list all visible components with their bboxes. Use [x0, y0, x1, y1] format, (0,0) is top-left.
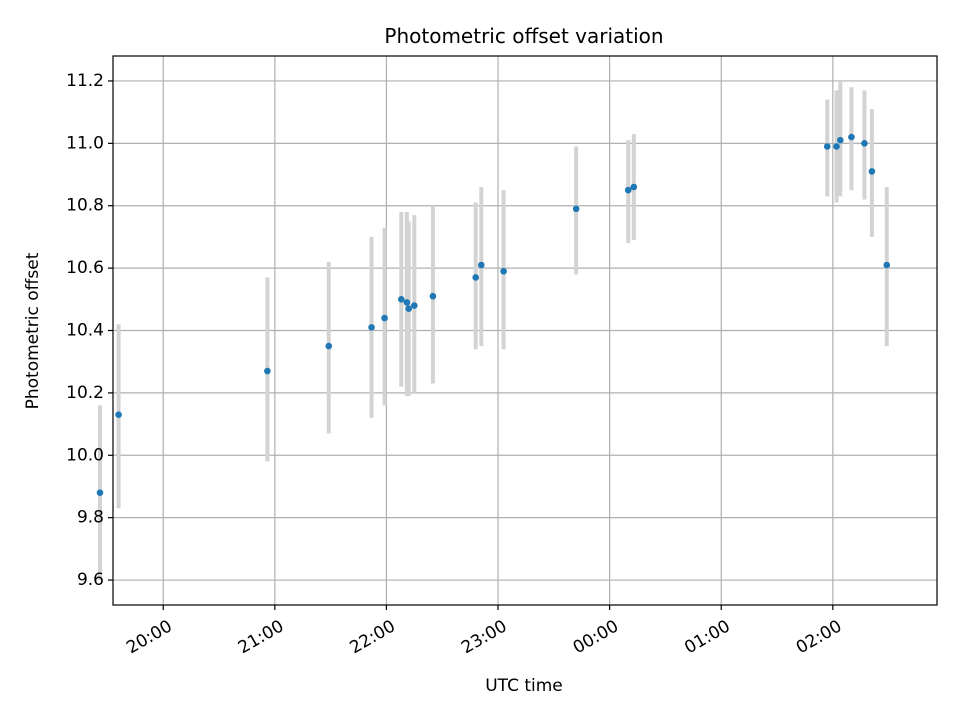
data-point [398, 296, 405, 303]
data-point [848, 133, 855, 141]
data-point [115, 411, 122, 419]
data-point [477, 261, 485, 269]
data-point [96, 489, 104, 497]
y-tick-label: 10.6 [66, 258, 104, 278]
data-point [624, 186, 632, 194]
y-tick-label: 9.6 [77, 570, 104, 590]
data-point [572, 205, 580, 213]
y-tick-label: 9.8 [77, 508, 104, 528]
data-point [836, 136, 844, 144]
data-point [861, 140, 868, 147]
data-point [630, 183, 638, 191]
chart-title: Photometric offset variation [384, 24, 663, 48]
y-tick-label: 10.4 [66, 321, 104, 341]
y-tick-label: 10.0 [66, 445, 104, 465]
data-point [405, 305, 413, 312]
data-point [472, 274, 480, 281]
y-tick-label: 10.2 [66, 383, 104, 403]
y-tick-label: 10.8 [66, 196, 104, 216]
data-point [500, 267, 507, 275]
data-point [411, 302, 418, 309]
data-point [381, 314, 388, 322]
data-point [823, 143, 831, 150]
data-point [403, 299, 411, 306]
data-point [264, 367, 271, 375]
data-point [368, 324, 375, 331]
data-points [96, 133, 891, 497]
y-axis-label: Photometric offset [23, 252, 43, 409]
grid-lines [113, 56, 937, 605]
x-axis-label: UTC time [485, 676, 563, 696]
data-point [833, 143, 840, 150]
y-tick-label: 11.0 [66, 133, 104, 153]
data-point [883, 261, 891, 269]
data-point [429, 292, 437, 300]
data-point [325, 342, 333, 350]
y-axis-ticks: 9.6 9.8 10.0 10.2 10.4 10.6 10.8 11.0 11.2 [66, 71, 113, 590]
y-tick-label: 11.2 [66, 71, 104, 91]
data-point [868, 168, 876, 175]
